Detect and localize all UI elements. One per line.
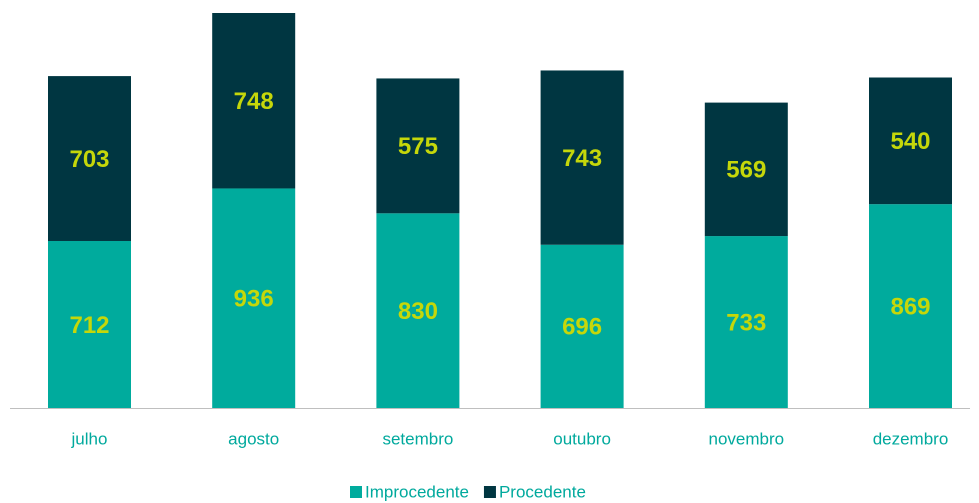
value-label: 733 (726, 309, 766, 336)
value-label: 696 (562, 314, 602, 341)
legend-label: Improcedente (365, 482, 469, 501)
legend-swatch (350, 486, 362, 498)
bar-segment (540, 70, 624, 245)
bar-segment (212, 13, 296, 189)
bar-segment (540, 244, 624, 408)
value-label: 712 (69, 312, 109, 339)
bar-segment (48, 240, 131, 408)
x-tick-label: agosto (228, 429, 279, 448)
bar-segment (376, 78, 460, 214)
bar-segment (869, 204, 952, 408)
x-tick-label: julho (71, 429, 108, 448)
legend-swatch (483, 486, 496, 498)
bar-segment (212, 188, 296, 408)
x-tick-label: novembro (708, 429, 784, 448)
x-tick-label: outubro (553, 429, 611, 448)
bar-segment (704, 236, 788, 408)
value-label: 575 (398, 133, 438, 160)
value-label: 936 (234, 286, 274, 313)
bar-segment (869, 77, 952, 205)
bar-segment (48, 76, 131, 241)
bar-segment (704, 102, 788, 237)
value-label: 869 (890, 293, 930, 320)
x-tick-label: dezembro (873, 429, 949, 448)
legend-label: Procedente (499, 482, 586, 501)
value-label: 743 (562, 145, 602, 172)
value-label: 540 (890, 128, 930, 155)
value-label: 703 (69, 146, 109, 173)
x-tick-label: setembro (382, 429, 453, 448)
value-label: 748 (234, 88, 274, 115)
value-label: 569 (726, 157, 766, 184)
bar-segment (376, 213, 460, 408)
value-label: 830 (398, 298, 438, 325)
